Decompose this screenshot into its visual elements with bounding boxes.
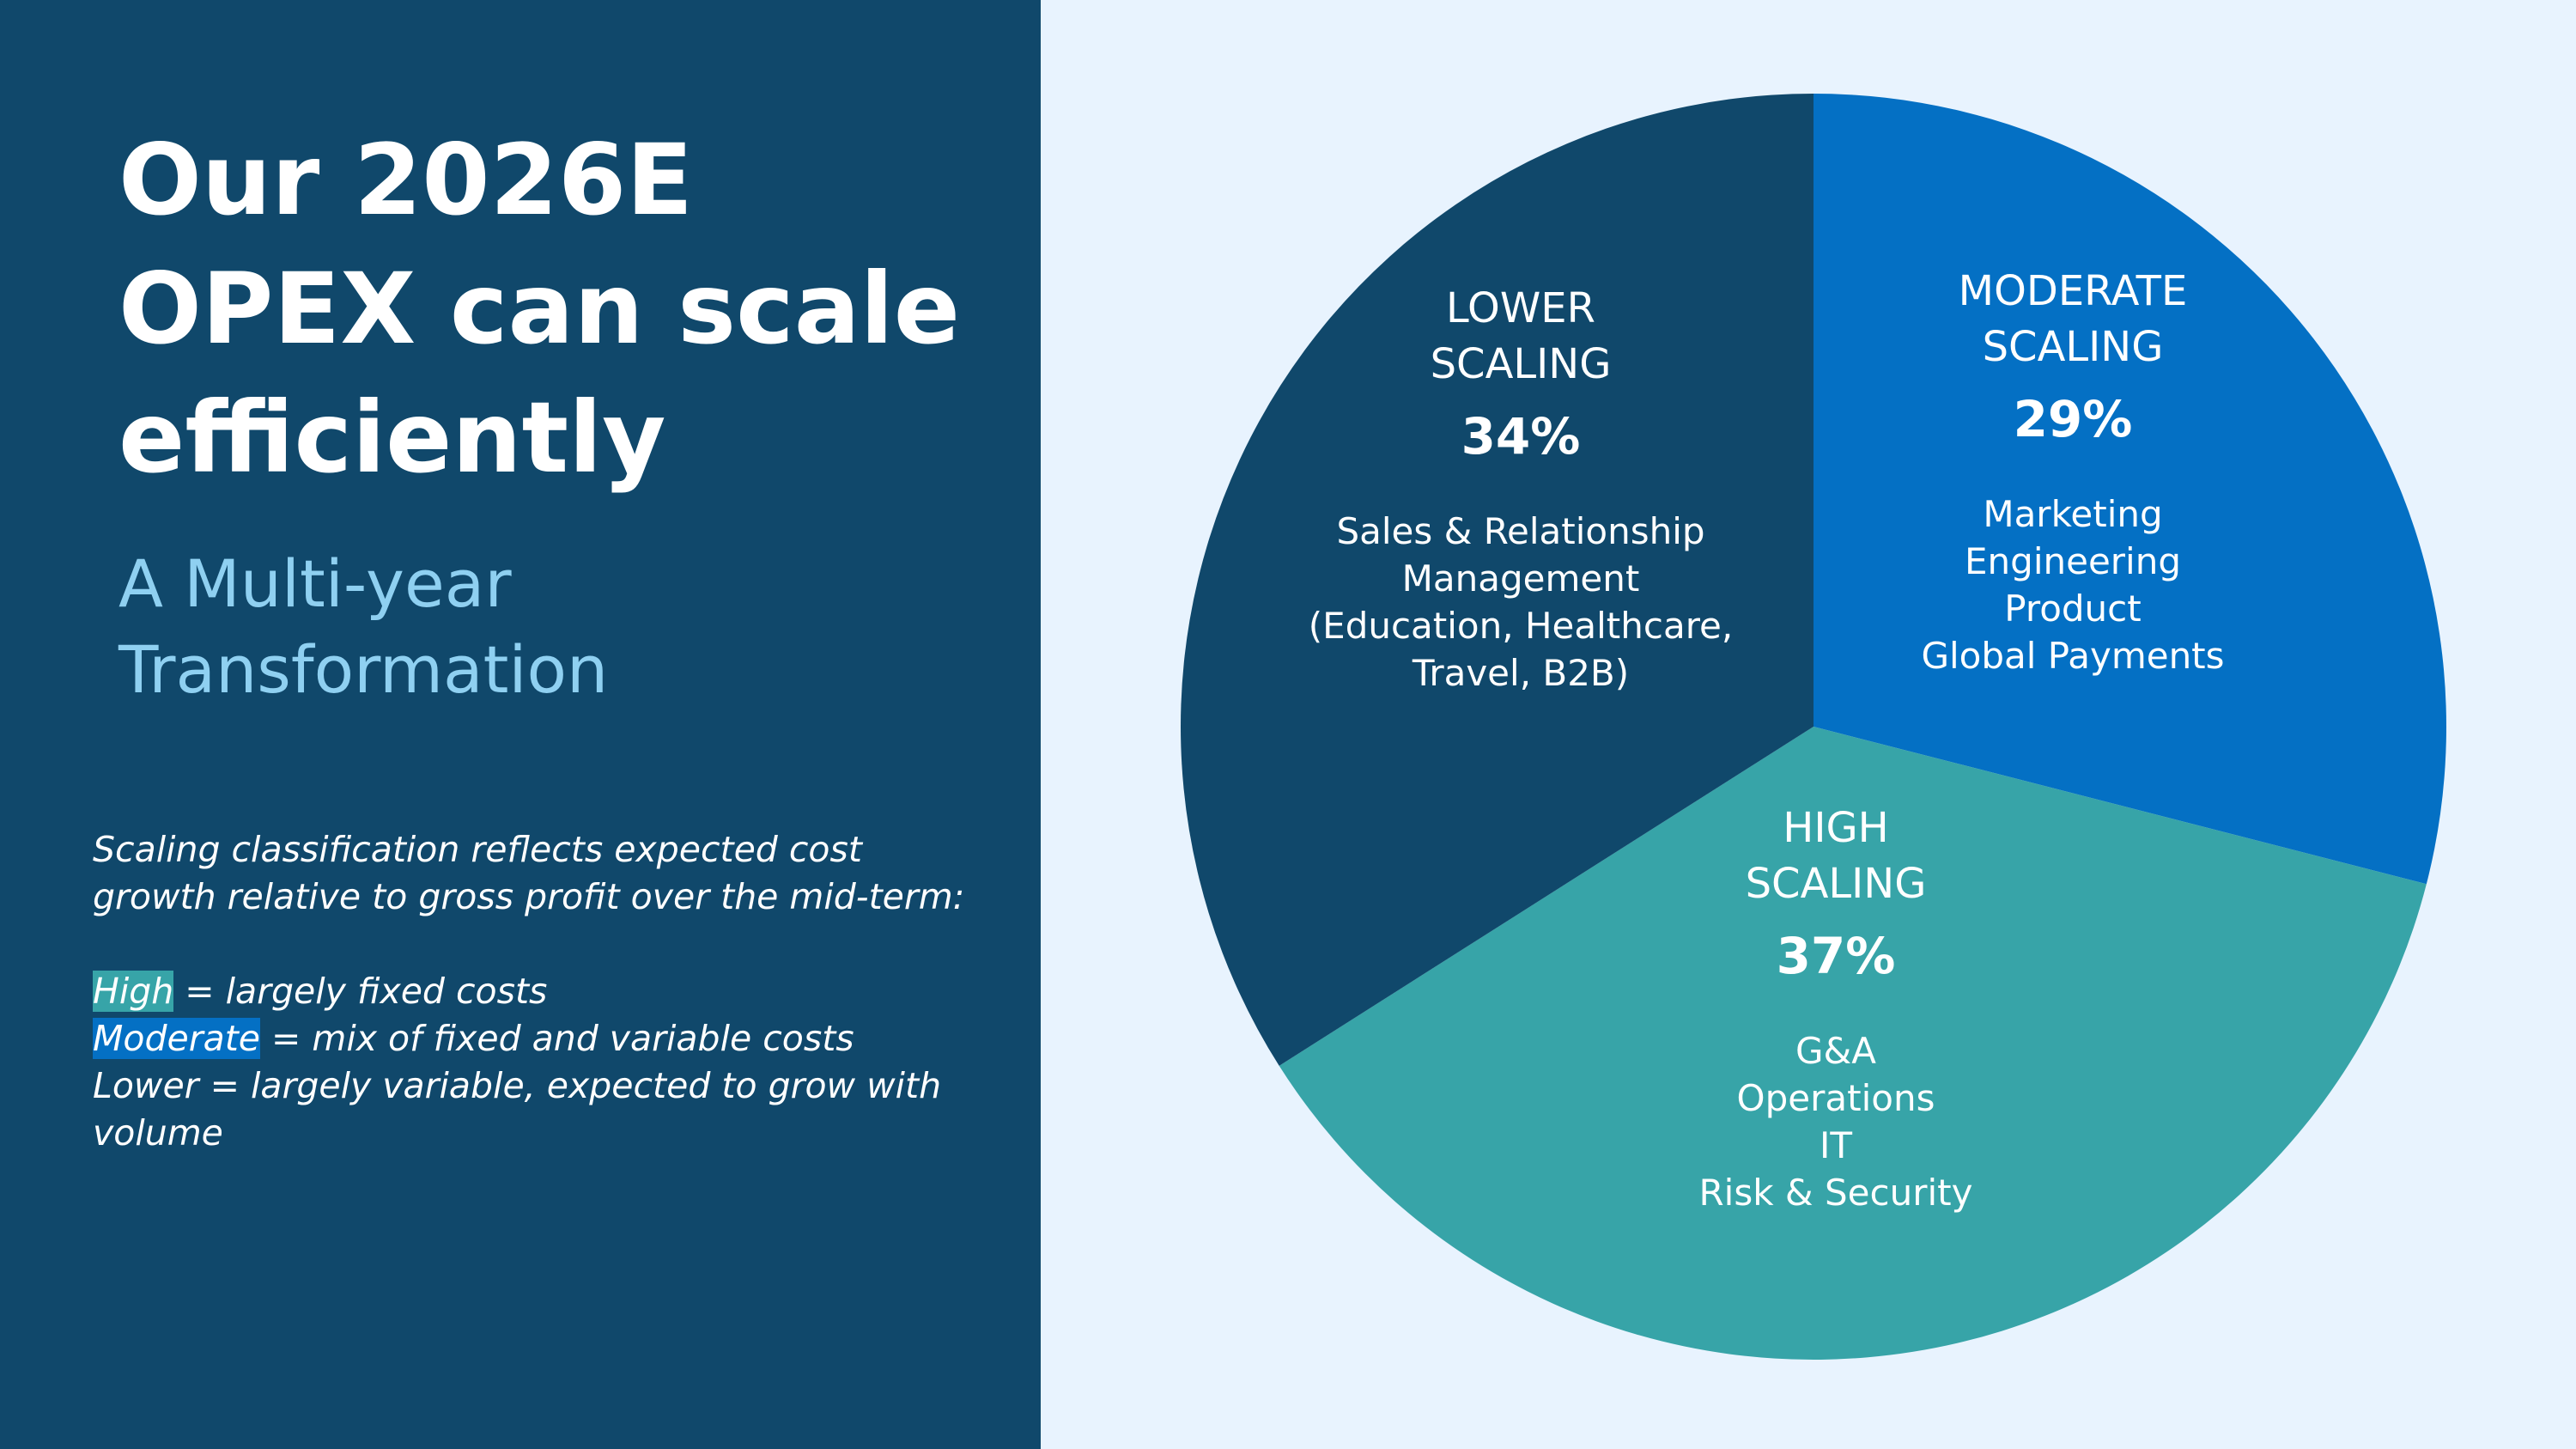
moderate-definition: = mix of fixed and variable costs bbox=[260, 1018, 854, 1059]
pie-slice-lower bbox=[1181, 94, 1814, 1066]
slice-item-moderate: Marketing bbox=[1983, 493, 2162, 535]
slide-subtitle: A Multi-year Transformation bbox=[118, 541, 608, 713]
slice-item-lower: Travel, B2B) bbox=[1412, 652, 1629, 694]
scaling-notes: Scaling classification reflects expected… bbox=[93, 826, 1029, 1157]
notes-high-line: High = largely fixed costs bbox=[93, 968, 1029, 1015]
slice-item-high: Risk & Security bbox=[1699, 1172, 1973, 1214]
title-line: Our 2026E bbox=[118, 123, 694, 237]
notes-intro-line: growth relative to gross profit over the… bbox=[93, 876, 965, 917]
slice-label-high: HIGH SCALING 37% G&A Operations IT Risk & Secu… bbox=[1699, 804, 1973, 1214]
slice-percent-high: 37% bbox=[1777, 927, 1896, 985]
slice-item-high: Operations bbox=[1737, 1077, 1935, 1119]
moderate-highlight: Moderate bbox=[93, 1018, 260, 1059]
slice-item-lower: Sales & Relationship bbox=[1336, 510, 1704, 552]
slice-name-high: SCALING bbox=[1746, 860, 1927, 908]
slice-item-high: IT bbox=[1820, 1124, 1852, 1166]
slice-item-moderate: Product bbox=[2004, 588, 2141, 630]
slice-item-high: G&A bbox=[1795, 1030, 1876, 1072]
slice-label-lower: LOWER SCALING 34% Sales & Relationship Manag… bbox=[1309, 284, 1733, 694]
pie-slice-moderate bbox=[1814, 94, 2446, 885]
left-panel bbox=[0, 0, 1041, 1449]
slice-item-lower: Management bbox=[1402, 557, 1640, 600]
notes-intro-line: Scaling classification reflects expected… bbox=[93, 829, 862, 870]
slice-item-moderate: Global Payments bbox=[1921, 635, 2224, 677]
slide-title: Our 2026E OPEX can scale efficiently bbox=[118, 116, 994, 502]
slice-label-moderate: MODERATE SCALING 29% Marketing Engineering Pr… bbox=[1921, 267, 2224, 677]
slice-item-lower: (Education, Healthcare, bbox=[1309, 605, 1733, 647]
notes-lower-line: Lower = largely variable, expected to gr… bbox=[93, 1065, 942, 1106]
slice-item-moderate: Engineering bbox=[1965, 540, 2181, 582]
notes-lower-line: volume bbox=[93, 1112, 223, 1154]
pie-slice-high bbox=[1279, 727, 2427, 1360]
slice-name-high: HIGH bbox=[1783, 804, 1889, 852]
slice-name-moderate: MODERATE bbox=[1959, 267, 2188, 315]
title-line: OPEX can scale bbox=[118, 252, 961, 366]
slice-percent-moderate: 29% bbox=[2014, 390, 2133, 448]
slice-name-lower: LOWER bbox=[1446, 284, 1595, 332]
title-line: efficiently bbox=[118, 381, 666, 495]
subtitle-line: A Multi-year bbox=[118, 545, 512, 622]
high-definition: = largely fixed costs bbox=[173, 971, 548, 1012]
slice-percent-lower: 34% bbox=[1461, 407, 1581, 466]
high-highlight: High bbox=[93, 971, 174, 1012]
slice-name-lower: SCALING bbox=[1431, 340, 1612, 388]
slice-name-moderate: SCALING bbox=[1983, 323, 2164, 371]
subtitle-line: Transformation bbox=[118, 631, 609, 708]
notes-moderate-line: Moderate = mix of fixed and variable cos… bbox=[93, 1015, 1029, 1062]
